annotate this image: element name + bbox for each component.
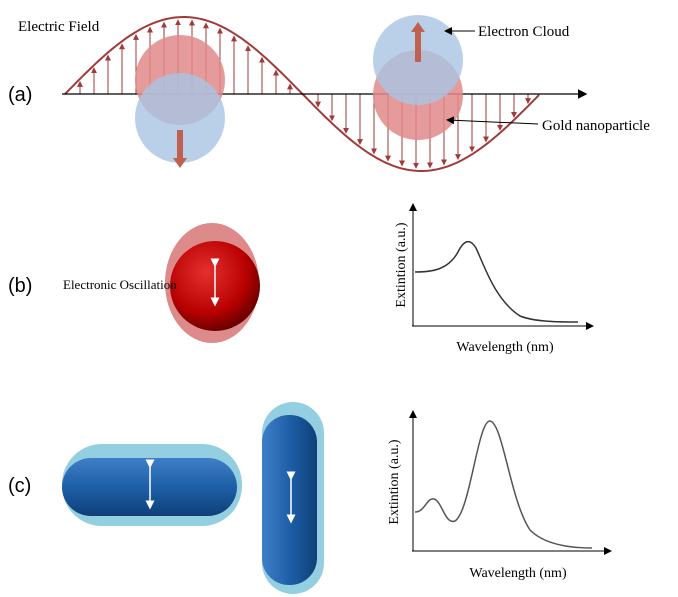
panel-label: (b) xyxy=(8,275,32,297)
pointer xyxy=(448,120,538,124)
x-axis-label: Wavelength (nm) xyxy=(469,566,567,581)
spectrum-curve xyxy=(415,242,578,322)
arrow-head xyxy=(173,158,187,168)
label: Electric Field xyxy=(18,19,100,35)
label: Gold nanoparticle xyxy=(542,118,650,134)
gold-nanorod xyxy=(262,415,317,585)
y-axis-label: Extintion (a.u.) xyxy=(394,222,409,307)
panel-label: (a) xyxy=(8,84,32,106)
spectrum-curve xyxy=(415,421,592,548)
y-axis-label: Extintion (a.u.) xyxy=(387,439,402,524)
diagram: (a) Electric Field Electron Cloud Gold n… xyxy=(0,0,678,597)
x-axis-label: Wavelength (nm) xyxy=(456,340,554,355)
label: Electron Cloud xyxy=(478,24,570,40)
label: Electronic Oscillation xyxy=(63,277,177,292)
panel-label: (c) xyxy=(8,475,31,497)
